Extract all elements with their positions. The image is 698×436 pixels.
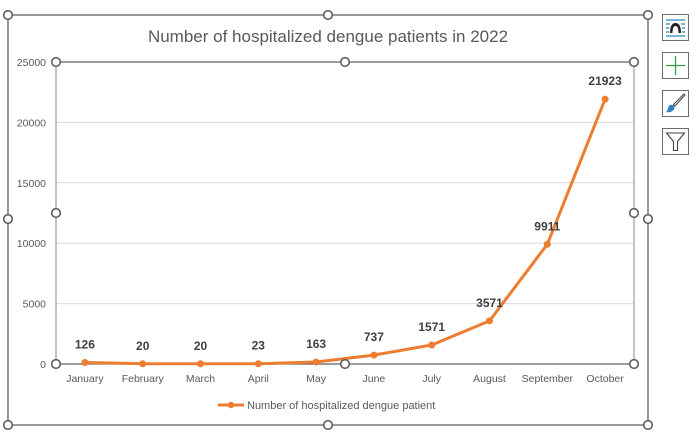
x-axis-tick-labels: January February March April May June July Augu… xyxy=(66,373,624,385)
chart-styles-button[interactable] xyxy=(662,90,689,117)
x-tick-label: October xyxy=(586,373,624,385)
y-axis-tick-labels: 0 5000 10000 15000 20000 25000 xyxy=(17,57,46,371)
series-layer xyxy=(81,95,609,368)
data-point-marker[interactable] xyxy=(543,240,551,248)
x-tick-label: September xyxy=(522,373,574,385)
data-point-marker[interactable] xyxy=(370,351,378,359)
resize-handle[interactable] xyxy=(50,56,62,68)
series-line[interactable] xyxy=(83,97,607,366)
x-tick-label: May xyxy=(306,373,327,385)
chart-add-element-button[interactable] xyxy=(662,52,689,79)
legend-marker-icon xyxy=(227,401,235,409)
data-label[interactable]: 9911 xyxy=(534,219,560,233)
data-label[interactable]: 737 xyxy=(364,330,384,344)
x-tick-label: April xyxy=(248,373,269,385)
resize-handle[interactable] xyxy=(339,56,351,68)
data-labels: 126 20 20 23 163 737 1571 3571 9911 21923 xyxy=(75,74,622,353)
y-tick-label: 25000 xyxy=(17,57,46,69)
data-label[interactable]: 20 xyxy=(194,339,208,353)
data-label[interactable]: 126 xyxy=(75,337,95,351)
y-tick-label: 15000 xyxy=(17,178,46,190)
x-tick-label: July xyxy=(422,373,441,385)
resize-handle[interactable] xyxy=(339,358,351,370)
selection-handles[interactable] xyxy=(2,9,654,431)
chart-title[interactable]: Number of hospitalized dengue patients i… xyxy=(148,27,508,46)
x-tick-label: February xyxy=(122,373,165,385)
data-point-marker[interactable] xyxy=(312,358,320,366)
chart-filters-button[interactable] xyxy=(662,128,689,155)
plus-icon xyxy=(666,56,685,75)
legend-label: Number of hospitalized dengue patient xyxy=(247,400,435,412)
resize-handle[interactable] xyxy=(2,213,14,225)
data-label[interactable]: 3571 xyxy=(476,296,503,310)
x-tick-label: January xyxy=(66,373,104,385)
data-point-marker[interactable] xyxy=(254,360,262,368)
data-point-marker[interactable] xyxy=(81,358,89,366)
resize-handle[interactable] xyxy=(2,9,14,21)
y-tick-label: 5000 xyxy=(23,299,47,311)
y-tick-label: 10000 xyxy=(17,238,46,250)
y-tick-label: 0 xyxy=(40,359,46,371)
resize-handle[interactable] xyxy=(322,419,334,431)
x-tick-label: March xyxy=(186,373,215,385)
data-point-marker[interactable] xyxy=(139,360,147,368)
data-label[interactable]: 163 xyxy=(306,337,326,351)
resize-handle[interactable] xyxy=(642,9,654,21)
data-label[interactable]: 21923 xyxy=(588,74,622,88)
resize-handle[interactable] xyxy=(2,419,14,431)
filter-icon xyxy=(665,132,686,152)
chart-elements-icon xyxy=(666,19,685,37)
resize-handle[interactable] xyxy=(628,358,640,370)
chart-elements-button[interactable] xyxy=(662,14,689,41)
x-tick-label: June xyxy=(363,373,386,385)
resize-handle[interactable] xyxy=(322,9,334,21)
resize-handle[interactable] xyxy=(628,56,640,68)
data-label[interactable]: 20 xyxy=(136,339,150,353)
data-label[interactable]: 23 xyxy=(252,339,266,353)
paintbrush-icon xyxy=(666,93,686,113)
data-point-marker[interactable] xyxy=(428,341,436,349)
legend[interactable]: Number of hospitalized dengue patient xyxy=(218,400,435,412)
data-point-marker[interactable] xyxy=(197,360,204,368)
resize-handle[interactable] xyxy=(50,358,62,370)
resize-handle[interactable] xyxy=(642,213,654,225)
x-tick-label: August xyxy=(473,373,506,385)
resize-handle[interactable] xyxy=(642,419,654,431)
resize-handle[interactable] xyxy=(628,207,640,219)
resize-handle[interactable] xyxy=(50,207,62,219)
data-point-marker[interactable] xyxy=(601,95,609,103)
data-label[interactable]: 1571 xyxy=(418,320,445,334)
gridlines xyxy=(56,121,634,305)
y-tick-label: 20000 xyxy=(17,117,46,129)
data-point-marker[interactable] xyxy=(486,317,493,325)
